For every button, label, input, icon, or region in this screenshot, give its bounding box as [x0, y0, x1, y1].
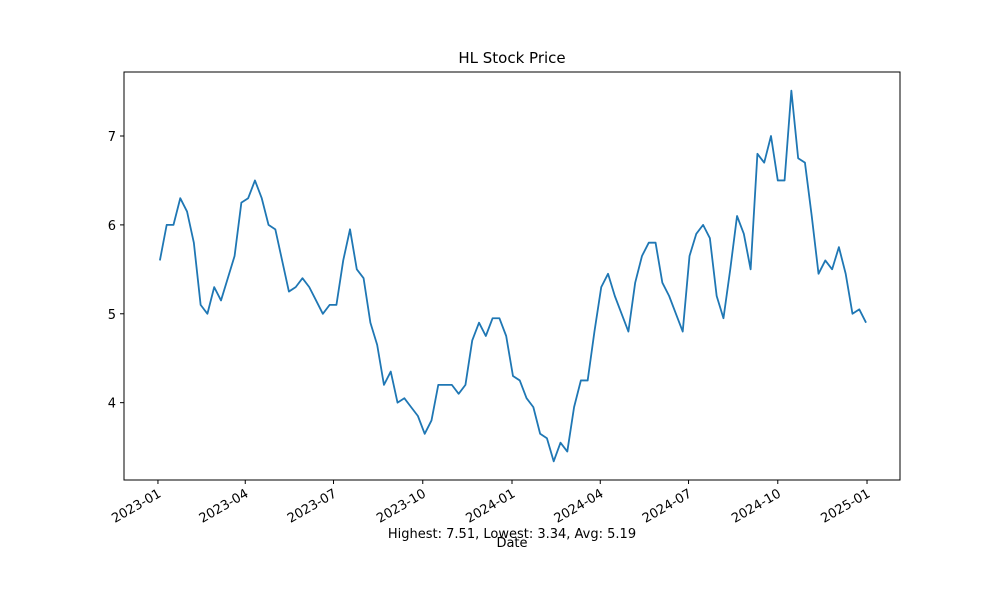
y-tick-label: 4 — [108, 397, 116, 412]
chart-title: HL Stock Price — [458, 49, 565, 67]
y-tick-label: 6 — [108, 219, 116, 234]
y-tick-label: 7 — [108, 130, 116, 145]
y-tick-label: 5 — [108, 308, 116, 323]
price-line — [159, 89, 867, 463]
x-axis-label: Date — [496, 536, 527, 551]
annotation: Highest: 7.51, Lowest: 3.34, Avg: 5.19 — [388, 527, 636, 542]
